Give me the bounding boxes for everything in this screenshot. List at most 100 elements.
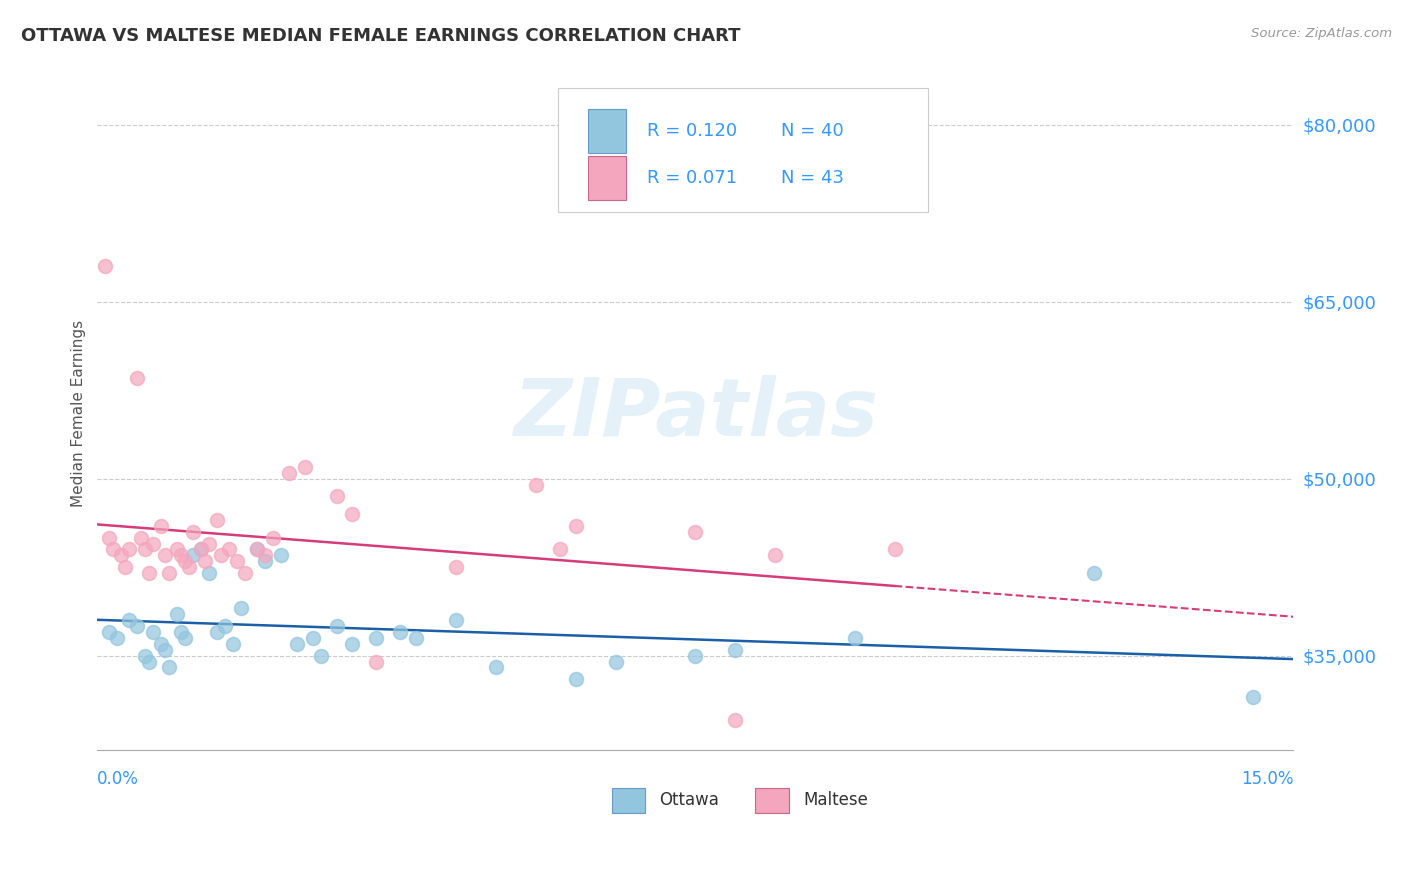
Text: N = 43: N = 43 bbox=[782, 169, 845, 187]
Point bbox=[103, 542, 125, 557]
Point bbox=[883, 542, 905, 557]
FancyBboxPatch shape bbox=[588, 156, 626, 200]
Point bbox=[1083, 566, 1105, 580]
Text: Ottawa: Ottawa bbox=[659, 791, 720, 809]
Point bbox=[262, 531, 284, 545]
Text: OTTAWA VS MALTESE MEDIAN FEMALE EARNINGS CORRELATION CHART: OTTAWA VS MALTESE MEDIAN FEMALE EARNINGS… bbox=[21, 27, 741, 45]
Text: R = 0.071: R = 0.071 bbox=[647, 169, 738, 187]
Point bbox=[294, 459, 316, 474]
Point bbox=[405, 631, 427, 645]
Point bbox=[110, 549, 132, 563]
Point bbox=[198, 536, 221, 550]
Point bbox=[114, 560, 136, 574]
Point bbox=[253, 554, 276, 568]
Point bbox=[98, 625, 121, 640]
Point bbox=[190, 542, 212, 557]
Text: ZIPatlas: ZIPatlas bbox=[513, 375, 877, 453]
Point bbox=[153, 642, 176, 657]
Point bbox=[685, 648, 707, 663]
Point bbox=[138, 655, 160, 669]
Point bbox=[685, 524, 707, 539]
Point bbox=[170, 549, 193, 563]
Point bbox=[605, 655, 627, 669]
Point bbox=[724, 642, 747, 657]
Point bbox=[209, 549, 232, 563]
Point bbox=[150, 518, 173, 533]
Point bbox=[524, 477, 547, 491]
Point bbox=[157, 566, 180, 580]
Point bbox=[548, 542, 571, 557]
Point bbox=[309, 648, 332, 663]
Text: Source: ZipAtlas.com: Source: ZipAtlas.com bbox=[1251, 27, 1392, 40]
Point bbox=[129, 531, 152, 545]
Point bbox=[194, 554, 217, 568]
Point bbox=[98, 531, 121, 545]
Point bbox=[205, 625, 228, 640]
FancyBboxPatch shape bbox=[612, 788, 645, 814]
Point bbox=[229, 601, 252, 615]
Text: 15.0%: 15.0% bbox=[1240, 770, 1294, 788]
Point bbox=[127, 371, 149, 385]
Point bbox=[301, 631, 323, 645]
Point bbox=[138, 566, 160, 580]
Point bbox=[170, 625, 193, 640]
FancyBboxPatch shape bbox=[558, 87, 928, 212]
Point bbox=[198, 566, 221, 580]
Point bbox=[153, 549, 176, 563]
Point bbox=[564, 672, 586, 686]
Point bbox=[225, 554, 247, 568]
Point bbox=[366, 631, 388, 645]
Point bbox=[325, 619, 347, 633]
Point bbox=[233, 566, 256, 580]
Point bbox=[142, 536, 165, 550]
FancyBboxPatch shape bbox=[755, 788, 789, 814]
Point bbox=[485, 660, 508, 674]
Text: 0.0%: 0.0% bbox=[97, 770, 139, 788]
Point bbox=[118, 542, 141, 557]
Y-axis label: Median Female Earnings: Median Female Earnings bbox=[72, 320, 86, 508]
Point bbox=[763, 549, 786, 563]
Point bbox=[157, 660, 180, 674]
Point bbox=[270, 549, 292, 563]
Point bbox=[342, 637, 364, 651]
Point bbox=[174, 554, 197, 568]
Point bbox=[444, 560, 467, 574]
Point bbox=[166, 542, 188, 557]
Point bbox=[174, 631, 197, 645]
Point bbox=[166, 607, 188, 622]
Point bbox=[844, 631, 866, 645]
Point bbox=[366, 655, 388, 669]
Text: R = 0.120: R = 0.120 bbox=[647, 122, 738, 140]
Point bbox=[150, 637, 173, 651]
Point bbox=[94, 259, 117, 273]
Point bbox=[134, 648, 156, 663]
Point bbox=[253, 549, 276, 563]
Point bbox=[181, 524, 204, 539]
Point bbox=[134, 542, 156, 557]
Point bbox=[214, 619, 236, 633]
Point bbox=[564, 518, 586, 533]
Point bbox=[181, 549, 204, 563]
Point bbox=[105, 631, 128, 645]
Point bbox=[724, 714, 747, 728]
Text: Maltese: Maltese bbox=[803, 791, 868, 809]
Point bbox=[285, 637, 308, 651]
Point bbox=[389, 625, 412, 640]
Point bbox=[246, 542, 269, 557]
Point bbox=[177, 560, 200, 574]
Point bbox=[444, 613, 467, 627]
FancyBboxPatch shape bbox=[588, 110, 626, 153]
Point bbox=[222, 637, 245, 651]
Point bbox=[342, 507, 364, 521]
Point bbox=[277, 466, 299, 480]
Point bbox=[246, 542, 269, 557]
Point bbox=[1241, 690, 1264, 704]
Point bbox=[325, 489, 347, 503]
Point bbox=[190, 542, 212, 557]
Point bbox=[218, 542, 240, 557]
Point bbox=[205, 513, 228, 527]
Point bbox=[142, 625, 165, 640]
Text: N = 40: N = 40 bbox=[782, 122, 844, 140]
Point bbox=[118, 613, 141, 627]
Point bbox=[127, 619, 149, 633]
